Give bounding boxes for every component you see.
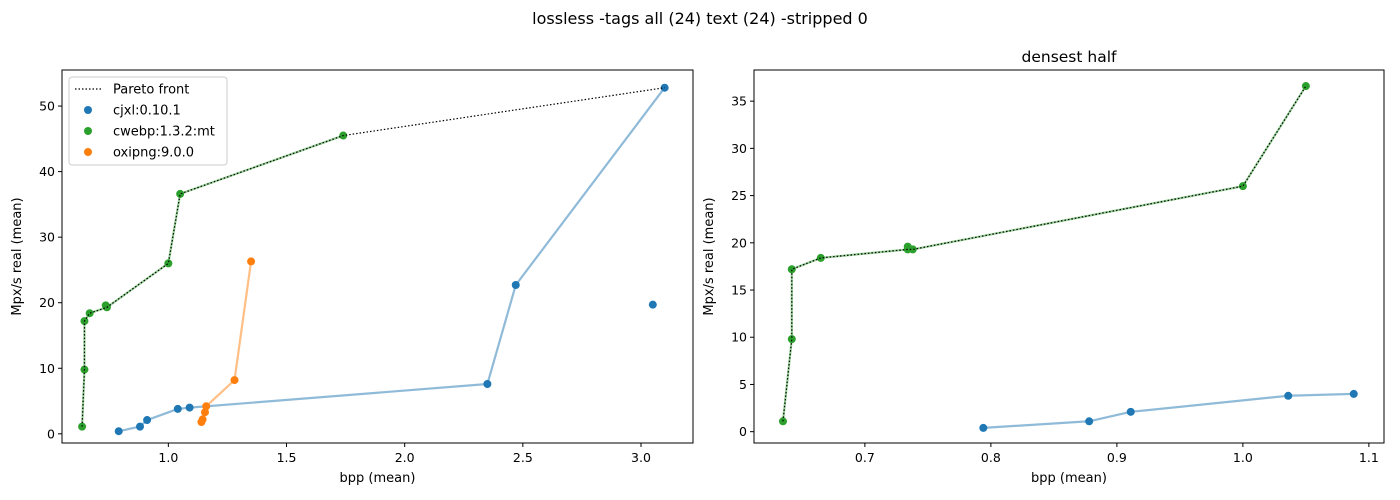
- data-point-cwebp: [78, 422, 87, 431]
- data-point-cjxl: [114, 427, 123, 436]
- data-point-cjxl: [143, 416, 152, 425]
- legend-entry-label: Pareto front: [113, 83, 189, 98]
- data-point-cwebp: [787, 265, 796, 274]
- y-tick-label: 30: [731, 141, 747, 156]
- y-tick-label: 20: [731, 235, 747, 250]
- y-tick-label: 0: [47, 426, 55, 441]
- data-point-cwebp: [778, 417, 787, 426]
- pareto-front-line: [782, 85, 1307, 422]
- plot-area: [778, 82, 1358, 432]
- data-point-cjxl: [660, 83, 669, 92]
- plot-frame: [61, 69, 694, 444]
- legend-swatch-marker: [84, 148, 92, 156]
- x-tick-label: 1.0: [1233, 450, 1253, 465]
- x-tick-label: 1.5: [277, 450, 297, 465]
- y-axis-label: Mpx/s real (mean): [702, 197, 717, 315]
- x-axis-label: bpp (mean): [1031, 471, 1107, 486]
- data-point-cjxl: [483, 380, 492, 389]
- x-tick-label: 0.8: [981, 450, 1001, 465]
- data-point-cjxl: [1085, 417, 1094, 426]
- data-point-oxipng: [230, 376, 239, 385]
- x-axis-label: bpp (mean): [340, 471, 416, 486]
- y-tick-label: 30: [39, 230, 55, 245]
- y-tick-label: 15: [731, 283, 747, 298]
- plot-area: [78, 83, 669, 436]
- x-tick-label: 2.0: [395, 450, 415, 465]
- y-tick-label: 5: [739, 377, 747, 392]
- x-tick-label: 0.7: [855, 450, 875, 465]
- data-point-cwebp: [816, 253, 825, 262]
- data-point-cjxl: [185, 403, 194, 412]
- y-tick-label: 10: [731, 330, 747, 345]
- x-tick-label: 3.0: [631, 450, 651, 465]
- y-tick-label: 20: [39, 295, 55, 310]
- data-point-cjxl: [1349, 389, 1358, 398]
- series-line-cwebp: [781, 85, 1307, 422]
- data-point-cwebp: [787, 335, 796, 344]
- series-line-oxipng: [200, 261, 253, 423]
- series-line-cjxl: [983, 392, 1354, 429]
- y-axis-label: Mpx/s real (mean): [10, 197, 25, 315]
- data-point-cwebp: [85, 309, 94, 318]
- x-tick-label: 1.0: [158, 450, 178, 465]
- data-point-cwebp: [176, 189, 185, 198]
- data-point-oxipng: [247, 257, 256, 266]
- y-tick-label: 35: [731, 94, 747, 109]
- chart-panel-1: 1.0 1.5 2.0 2.5 3.0 0 10 20 30 40 50 bpp (mean) Mpx/…: [10, 69, 694, 486]
- y-tick-label: 10: [39, 361, 55, 376]
- data-point-cwebp: [164, 259, 173, 268]
- plot-frame: [753, 69, 1385, 444]
- panel-title: densest half: [1022, 48, 1118, 66]
- data-point-cjxl: [979, 423, 988, 432]
- legend-entry-label: cjxl:0.10.1: [113, 104, 181, 119]
- data-point-cjxl: [1126, 407, 1135, 416]
- y-tick-label: 40: [39, 164, 55, 179]
- legend-entry-label: oxipng:9.0.0: [113, 146, 194, 161]
- data-point-cwebp: [1301, 82, 1310, 91]
- legend-entry-label: cwebp:1.3.2:mt: [113, 125, 215, 140]
- data-point-oxipng: [198, 415, 207, 424]
- x-tick-label: 0.9: [1107, 450, 1127, 465]
- legend: Pareto front cjxl:0.10.1 cwebp:1.3.2:mt oxi…: [68, 76, 228, 166]
- chart-panel-2: 0.7 0.8 0.9 1.0 1.1 0 5 10 15 20 25 30 35 bpp (mean) M…: [702, 48, 1385, 486]
- data-point-cjxl: [1284, 391, 1293, 400]
- data-point-cjxl: [173, 404, 182, 413]
- data-point-cjxl: [511, 281, 520, 290]
- data-point-oxipng: [202, 402, 211, 411]
- legend-swatch-marker: [84, 127, 92, 135]
- figure-suptitle: lossless -tags all (24) text (24) -strip…: [532, 9, 868, 28]
- data-point-cjxl: [648, 300, 657, 309]
- data-point-cwebp: [908, 245, 917, 254]
- data-point-cjxl: [135, 422, 144, 431]
- y-tick-label: 0: [739, 424, 747, 439]
- series-line-cwebp: [80, 134, 344, 427]
- x-tick-label: 1.1: [1359, 450, 1379, 465]
- y-tick-label: 25: [731, 188, 747, 203]
- x-tick-label: 2.5: [513, 450, 533, 465]
- legend-box: [68, 76, 228, 166]
- data-point-cwebp: [1238, 182, 1247, 191]
- y-tick-label: 50: [39, 99, 55, 114]
- legend-swatch-marker: [84, 106, 92, 114]
- pareto-front-line: [81, 87, 665, 427]
